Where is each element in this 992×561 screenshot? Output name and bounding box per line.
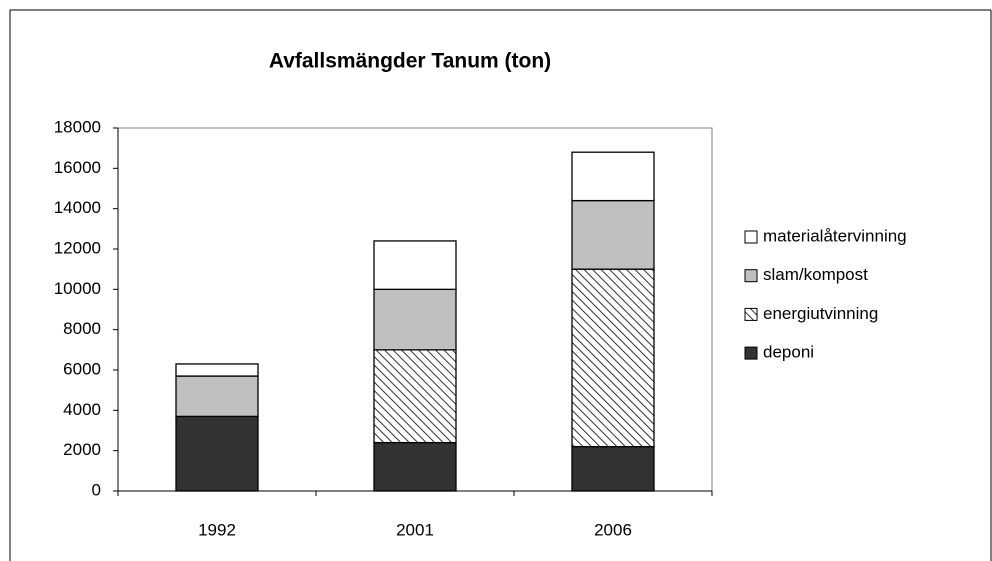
chart-title: Avfallsmängder Tanum (ton) [269,50,551,73]
bar-segment [175,415,259,492]
legend-label: energiutvinning [763,304,878,323]
chart-border [9,9,991,561]
x-tick-label: 2001 [396,520,434,539]
y-tick-label: 12000 [54,238,101,257]
bar-segment [175,363,259,377]
bar-segment [571,199,655,270]
bar-segment [571,445,655,492]
bar-segment [175,375,259,418]
bar-segment [373,240,457,290]
y-tick-label: 6000 [63,359,101,378]
y-tick-label: 4000 [63,400,101,419]
x-tick-label: 2006 [594,520,632,539]
y-tick-label: 8000 [63,319,101,338]
legend-swatch [744,230,758,244]
legend-label: deponi [763,343,814,362]
y-tick-label: 10000 [54,279,101,298]
bar-segment [373,288,457,351]
y-tick-label: 0 [92,480,101,499]
y-tick-label: 14000 [54,198,101,217]
legend-label: slam/kompost [763,265,868,284]
legend-swatch [744,346,758,360]
y-tick-label: 18000 [54,117,101,136]
bar-segment [571,268,655,448]
y-tick-label: 16000 [54,158,101,177]
y-tick-label: 2000 [63,440,101,459]
bar-segment [373,441,457,492]
legend-label: materialåtervinning [763,226,907,245]
bar-segment [571,151,655,202]
legend-swatch [744,269,758,283]
bar-segment [373,349,457,444]
legend-swatch [744,307,758,321]
x-tick-label: 1992 [198,520,236,539]
